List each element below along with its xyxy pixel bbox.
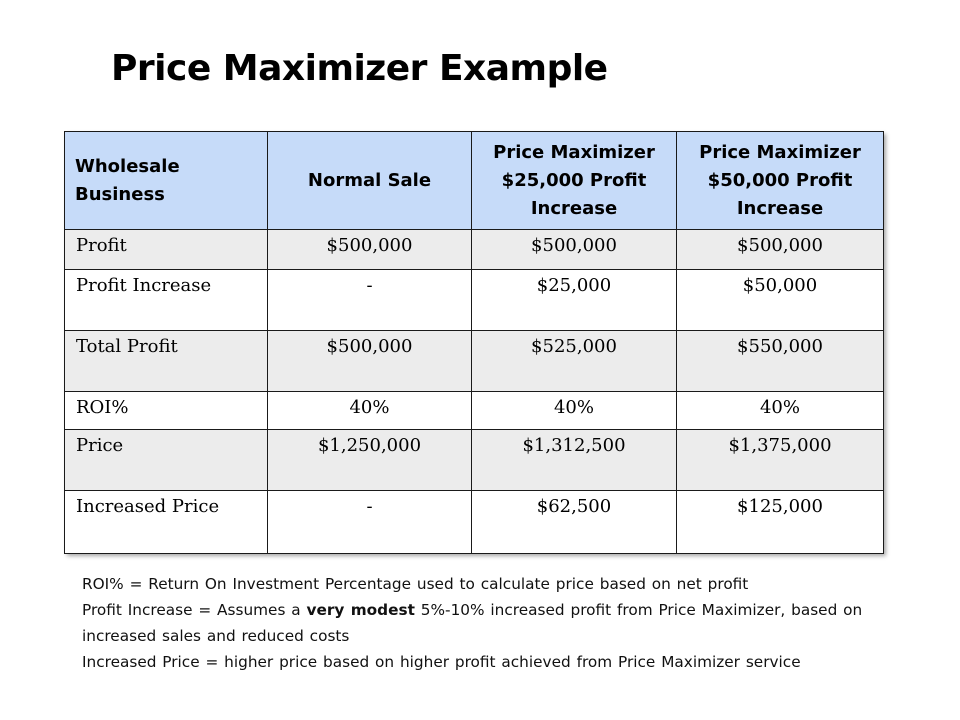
cell-pm-50k: $50,000: [676, 269, 884, 331]
note-increased-price: Increased Price = higher price based on …: [82, 653, 801, 671]
cell-pm-25k: 40%: [471, 391, 677, 430]
row-label: ROI%: [64, 391, 268, 430]
header-normal-sale: Normal Sale: [267, 131, 472, 230]
note-profit-increase-end: 5%-10% increased profit from Price Maxim…: [82, 601, 863, 645]
table-row-profit: Profit $500,000 $500,000 $500,000: [64, 229, 884, 270]
table-header-row: Wholesale Business Normal Sale Price Max…: [64, 131, 884, 230]
cell-normal-sale: -: [267, 490, 472, 554]
row-label: Profit: [64, 229, 268, 270]
header-price-maximizer-50k: Price Maximizer $50,000 Profit Increase: [676, 131, 884, 230]
cell-normal-sale: $1,250,000: [267, 429, 472, 491]
table-row-total-profit: Total Profit $500,000 $525,000 $550,000: [64, 330, 884, 392]
cell-pm-25k: $25,000: [471, 269, 677, 331]
note-profit-increase-start: Profit Increase = Assumes a: [82, 601, 307, 619]
cell-pm-25k: $62,500: [471, 490, 677, 554]
row-label: Profit Increase: [64, 269, 268, 331]
note-profit-increase: Profit Increase = Assumes a very modest …: [82, 597, 922, 649]
comparison-table: Wholesale Business Normal Sale Price Max…: [64, 131, 884, 554]
header-wholesale-business: Wholesale Business: [64, 131, 268, 230]
cell-normal-sale: -: [267, 269, 472, 331]
row-label: Total Profit: [64, 330, 268, 392]
note-profit-increase-emphasis: very modest: [306, 601, 415, 619]
cell-pm-25k: $500,000: [471, 229, 677, 270]
header-price-maximizer-25k: Price Maximizer $25,000 Profit Increase: [471, 131, 677, 230]
cell-normal-sale: $500,000: [267, 229, 472, 270]
cell-pm-25k: $1,312,500: [471, 429, 677, 491]
footnotes: ROI% = Return On Investment Percentage u…: [82, 571, 922, 675]
cell-pm-50k: 40%: [676, 391, 884, 430]
cell-normal-sale: 40%: [267, 391, 472, 430]
slide-title: Price Maximizer Example: [111, 48, 608, 89]
note-roi: ROI% = Return On Investment Percentage u…: [82, 575, 749, 593]
table-row-price: Price $1,250,000 $1,312,500 $1,375,000: [64, 429, 884, 491]
table-row-profit-increase: Profit Increase - $25,000 $50,000: [64, 269, 884, 331]
cell-pm-25k: $525,000: [471, 330, 677, 392]
row-label: Price: [64, 429, 268, 491]
row-label: Increased Price: [64, 490, 268, 554]
table-row-increased-price: Increased Price - $62,500 $125,000: [64, 490, 884, 554]
comparison-table-container: Wholesale Business Normal Sale Price Max…: [64, 131, 884, 554]
cell-pm-50k: $1,375,000: [676, 429, 884, 491]
cell-pm-50k: $125,000: [676, 490, 884, 554]
cell-pm-50k: $550,000: [676, 330, 884, 392]
cell-normal-sale: $500,000: [267, 330, 472, 392]
table-row-roi: ROI% 40% 40% 40%: [64, 391, 884, 430]
cell-pm-50k: $500,000: [676, 229, 884, 270]
